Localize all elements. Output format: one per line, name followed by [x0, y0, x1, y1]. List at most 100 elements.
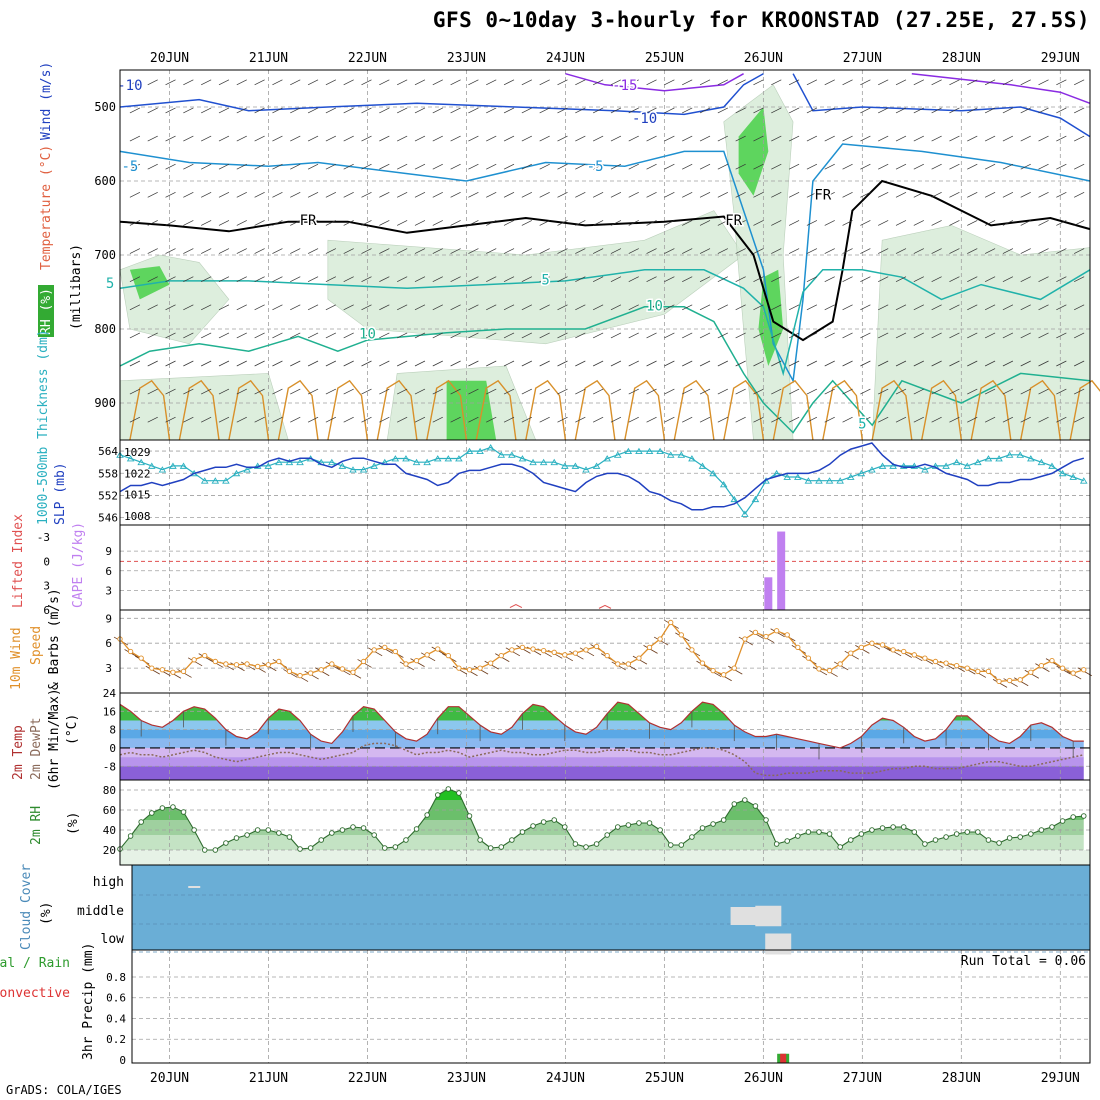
upper-wind-barb	[1074, 388, 1085, 395]
upper-wind-barb	[913, 360, 924, 367]
rh-point	[593, 841, 600, 847]
upper-wind-barb	[414, 416, 426, 423]
upper-wind-barb	[343, 276, 354, 282]
wind10-point	[689, 647, 695, 653]
upper-wind-barb	[307, 276, 319, 282]
rh-point	[424, 812, 430, 818]
upper-wind-barb	[1038, 304, 1049, 311]
thickness-point	[476, 447, 484, 455]
upper-wind-barb	[699, 163, 711, 170]
contour-warm	[228, 379, 270, 441]
upper-wind-barb	[503, 79, 515, 86]
upper-wind-barb	[396, 276, 408, 282]
li-mark	[509, 604, 523, 609]
upper-wind-barb	[664, 79, 675, 86]
upper-wind-barb	[1074, 79, 1085, 86]
upper-wind-barb	[539, 191, 550, 198]
rh-point	[996, 840, 1002, 846]
upper-wind-barb	[895, 416, 907, 423]
li-tick: 0	[43, 555, 50, 568]
rh-high-shading	[738, 107, 769, 196]
upper-wind-barb	[414, 360, 426, 367]
upper-wind-barb	[183, 416, 194, 423]
wind10-point	[678, 632, 684, 638]
upper-wind-barb	[254, 163, 265, 170]
upper-wind-barb	[1002, 79, 1014, 86]
upper-wind-barb	[468, 388, 479, 395]
rh-point	[487, 845, 494, 851]
upper-wind-barb	[521, 276, 533, 282]
upper-wind-barb	[682, 304, 693, 311]
wind10-point	[223, 661, 229, 667]
wind-tick: 3	[105, 662, 112, 675]
upper-wind-barb	[218, 107, 230, 114]
upper-wind-barb	[788, 388, 800, 395]
upper-wind-barb	[361, 220, 372, 226]
rh-tick: 40	[103, 824, 116, 837]
upper-wind-barb	[272, 191, 283, 198]
rh-tick: 20	[103, 844, 116, 857]
upper-wind-barb	[1002, 276, 1014, 282]
upper-wind-barb	[717, 332, 728, 339]
wind10-point	[710, 667, 716, 674]
upper-wind-barb	[646, 248, 657, 254]
upper-wind-barb	[521, 332, 533, 339]
precip-tick: 0.6	[106, 992, 126, 1005]
upper-wind-barb	[646, 276, 657, 282]
upper-wind-barb	[1038, 388, 1049, 395]
upper-wind-barb	[557, 360, 568, 367]
rh-high-shading	[446, 380, 497, 440]
thickness-point	[677, 451, 686, 458]
contour-label: FR	[814, 187, 831, 203]
upper-wind-barb	[717, 388, 728, 395]
upper-wind-barb	[628, 388, 639, 395]
contour-minus15	[565, 72, 744, 92]
upper-wind-barb	[610, 107, 622, 114]
upper-wind-barb	[557, 107, 568, 114]
upper-wind-barb	[468, 163, 479, 170]
rh-point	[530, 823, 536, 829]
upper-wind-barb	[717, 135, 728, 142]
wind10-point	[149, 665, 155, 671]
wind10-point	[562, 652, 568, 658]
upper-wind-barb	[984, 276, 996, 282]
wind10-point	[127, 648, 134, 655]
upper-wind-barb	[183, 360, 194, 367]
upper-wind-barb	[860, 135, 871, 142]
upper-wind-barb	[949, 248, 960, 254]
thickness-tick: 552	[98, 489, 118, 502]
wind10-point	[350, 669, 356, 675]
upper-wind-barb	[450, 360, 461, 367]
upper-wind-barb	[788, 416, 800, 423]
cloud-patch	[188, 886, 201, 888]
rh-point	[159, 805, 166, 811]
rh-point	[540, 819, 547, 825]
upper-wind-barb	[147, 79, 158, 86]
rh-band	[120, 820, 1084, 835]
upper-wind-barb	[521, 416, 533, 423]
upper-wind-barb	[717, 191, 728, 198]
upper-wind-barb	[129, 248, 141, 254]
rh-point	[784, 838, 790, 844]
upper-wind-barb	[753, 107, 764, 114]
upper-wind-barb	[343, 332, 354, 339]
upper-wind-barb	[771, 163, 782, 170]
upper-wind-barb	[931, 191, 942, 198]
rh-point	[731, 801, 738, 807]
rh-legend-swatch	[38, 285, 54, 337]
upper-wind-barb	[806, 135, 818, 142]
upper-wind-barb	[967, 304, 978, 311]
upper-wind-barb	[610, 135, 622, 142]
upper-wind-barb	[949, 163, 960, 170]
upper-wind-barb	[806, 304, 818, 311]
upper-wind-barb	[735, 220, 746, 226]
upper-wind-barb	[860, 107, 871, 114]
upper-wind-barb	[236, 360, 247, 367]
upper-wind-barb	[254, 107, 265, 114]
thickness-point	[539, 458, 548, 466]
wind10-point	[286, 668, 293, 675]
upper-wind-barb	[592, 276, 604, 282]
upper-wind-barb	[1020, 360, 1031, 367]
run-total-label: Run Total = 0.06	[961, 954, 1086, 969]
wind10-point	[890, 647, 896, 653]
